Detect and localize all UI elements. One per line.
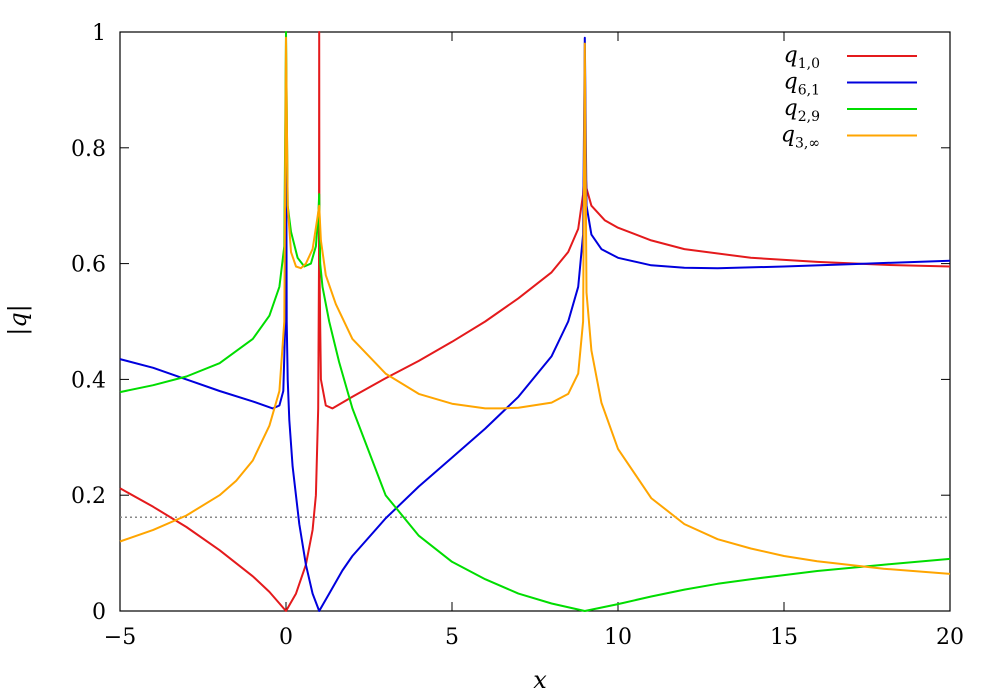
- legend-label: q6,1: [784, 70, 820, 99]
- x-tick-label: −5: [104, 625, 136, 650]
- y-axis-label: |q|: [4, 304, 33, 336]
- legend-label: q3,∞: [781, 123, 820, 152]
- series-line-q2-9: [119, 31, 951, 612]
- x-tick-label: 15: [770, 625, 798, 650]
- y-tick-label: 0: [92, 600, 106, 625]
- series-line-q1-0: [119, 31, 951, 612]
- x-tick-label: 0: [279, 625, 293, 650]
- y-tick-label: 0.4: [71, 368, 106, 393]
- series-line-q6-1: [119, 36, 951, 612]
- legend-label: q1,0: [784, 43, 820, 72]
- legend-label: q2,9: [784, 96, 820, 125]
- y-tick-label: 0.8: [71, 137, 106, 162]
- x-tick-label: 20: [936, 625, 964, 650]
- legend: q1,0q6,1q2,9q3,∞: [781, 43, 917, 152]
- x-tick-label: 10: [604, 625, 632, 650]
- plot-border: [119, 31, 951, 612]
- y-tick-label: 1: [92, 21, 106, 46]
- y-tick-label: 0.6: [71, 253, 106, 278]
- x-axis-label: x: [533, 666, 547, 694]
- series-line-q3--: [119, 36, 951, 575]
- x-tick-label: 5: [445, 625, 459, 650]
- y-tick-label: 0.2: [71, 484, 106, 509]
- series-lines: [119, 31, 951, 612]
- plot-frame: [119, 31, 951, 612]
